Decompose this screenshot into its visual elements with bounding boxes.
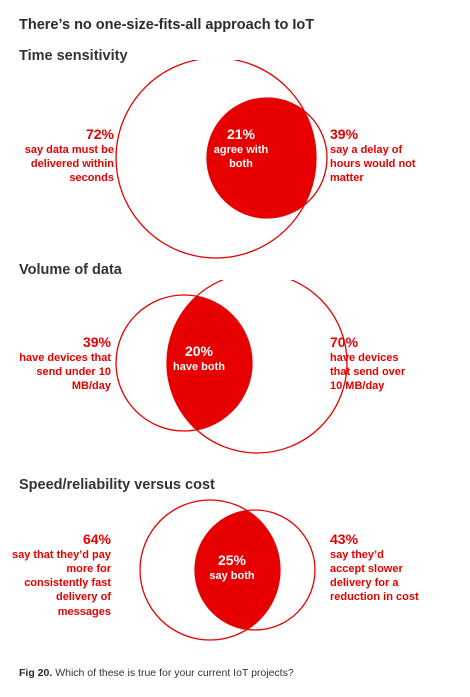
left-stat-volume: 39% have devices that send under 10 MB/d… — [11, 333, 111, 393]
venn-volume-of-data — [115, 280, 348, 454]
overlap-text: agree with both — [213, 144, 269, 171]
overlap-stat-speed: 25% say both — [205, 551, 259, 583]
left-pct: 72% — [85, 126, 114, 142]
circle-left-time — [115, 60, 317, 259]
figure-caption: Fig 20. Which of these is true for your … — [19, 667, 294, 679]
venn-time-sensitivity — [115, 60, 328, 259]
venn-speed-reliability — [139, 499, 316, 641]
section-title-time-sensitivity: Time sensitivity — [19, 48, 128, 64]
section-title-speed-reliability: Speed/reliability versus cost — [19, 477, 215, 493]
left-pct: 64% — [82, 531, 111, 547]
right-pct: 70% — [330, 334, 359, 350]
overlap-stat-volume: 20% have both — [170, 342, 228, 374]
overlap-stat-time: 21% agree with both — [212, 125, 270, 171]
overlap-text: say both — [209, 570, 255, 583]
right-text: say a delay of hours would not matter — [330, 144, 416, 185]
figure-title: There’s no one-size-fits-all approach to… — [19, 17, 315, 33]
overlap-pct: 20% — [184, 343, 214, 359]
left-text: say that they’d pay more for consistentl… — [11, 549, 111, 618]
overlap-pct: 21% — [226, 126, 256, 142]
overlap-region-time — [207, 98, 316, 218]
circle-left-volume — [115, 294, 253, 432]
circle-left-speed — [139, 499, 281, 641]
left-text: say data must be delivered within second… — [24, 144, 114, 185]
right-pct: 43% — [330, 531, 359, 547]
right-text: say they’d accept slower delivery for a … — [330, 549, 419, 604]
left-text: have devices that send under 10 MB/day — [19, 352, 111, 393]
right-stat-time: 39% say a delay of hours would not matte… — [330, 125, 420, 185]
right-pct: 39% — [330, 126, 359, 142]
caption-text: Which of these is true for your current … — [55, 667, 294, 679]
right-stat-speed: 43% say they’d accept slower delivery fo… — [330, 530, 420, 605]
left-pct: 39% — [82, 334, 111, 350]
circle-right-speed — [194, 509, 316, 631]
circle-right-volume — [166, 280, 348, 454]
overlap-text: have both — [173, 361, 225, 374]
circle-right-time — [206, 97, 328, 219]
left-stat-speed: 64% say that they’d pay more for consist… — [1, 530, 111, 619]
overlap-pct: 25% — [217, 552, 247, 568]
section-title-volume-of-data: Volume of data — [19, 262, 122, 278]
caption-label: Fig 20. — [19, 667, 53, 679]
overlap-region-volume — [167, 295, 252, 431]
right-text: have devices that send over 10 MB/day — [330, 352, 406, 393]
right-stat-volume: 70% have devices that send over 10 MB/da… — [330, 333, 420, 393]
overlap-region-speed — [195, 510, 280, 630]
left-stat-time: 72% say data must be delivered within se… — [4, 125, 114, 185]
